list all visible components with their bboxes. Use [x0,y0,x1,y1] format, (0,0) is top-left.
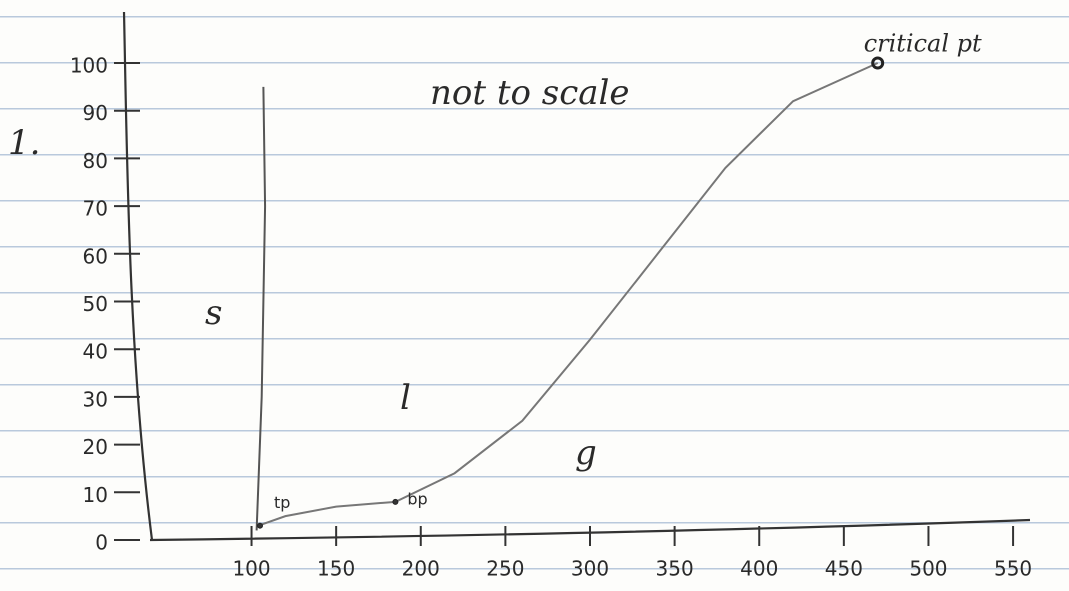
y-tick-label: 100 [70,54,108,78]
chart: not to scale 1. s l g 0 10 20 30 40 50 60 70 80 9… [0,0,1069,591]
y-tick-label: 10 [83,483,108,507]
x-tick-label: 300 [571,557,609,581]
x-tick-label: 400 [740,557,778,581]
y-tick-label: 70 [83,197,108,221]
point [258,523,263,528]
x-tick-label: 450 [825,557,863,581]
x-tick-label: 250 [486,557,524,581]
y-tick-label: 50 [83,292,108,316]
chart-title: not to scale [430,73,630,113]
y-tick-label: 40 [83,340,108,364]
y-axis [124,12,152,540]
y-tick-label: 60 [83,244,108,268]
region-label: l [400,378,411,418]
x-tick-label: 200 [402,557,440,581]
x-tick-label: 100 [232,557,270,581]
y-tick-label: 0 [95,531,108,555]
y-tick-label: 20 [83,435,108,459]
y-tick-label: 90 [83,101,108,125]
region-label: g [575,433,597,473]
problem-number: 1. [8,123,40,163]
phase-line [257,87,265,531]
y-tick-label: 30 [83,387,108,411]
y-tick-label: 80 [83,149,108,173]
point-label: critical pt [864,30,982,58]
x-tick-label: 500 [909,557,947,581]
point-label: tp [274,493,290,512]
x-tick-label: 350 [656,557,694,581]
x-tick-label: 550 [994,557,1032,581]
region-label: s [205,293,222,333]
page: {"chart_data": { "type": "line", "title"… [0,0,1069,591]
x-tick-label: 150 [317,557,355,581]
point [393,499,398,504]
point-label: bp [407,489,427,508]
phase-line [258,63,877,526]
